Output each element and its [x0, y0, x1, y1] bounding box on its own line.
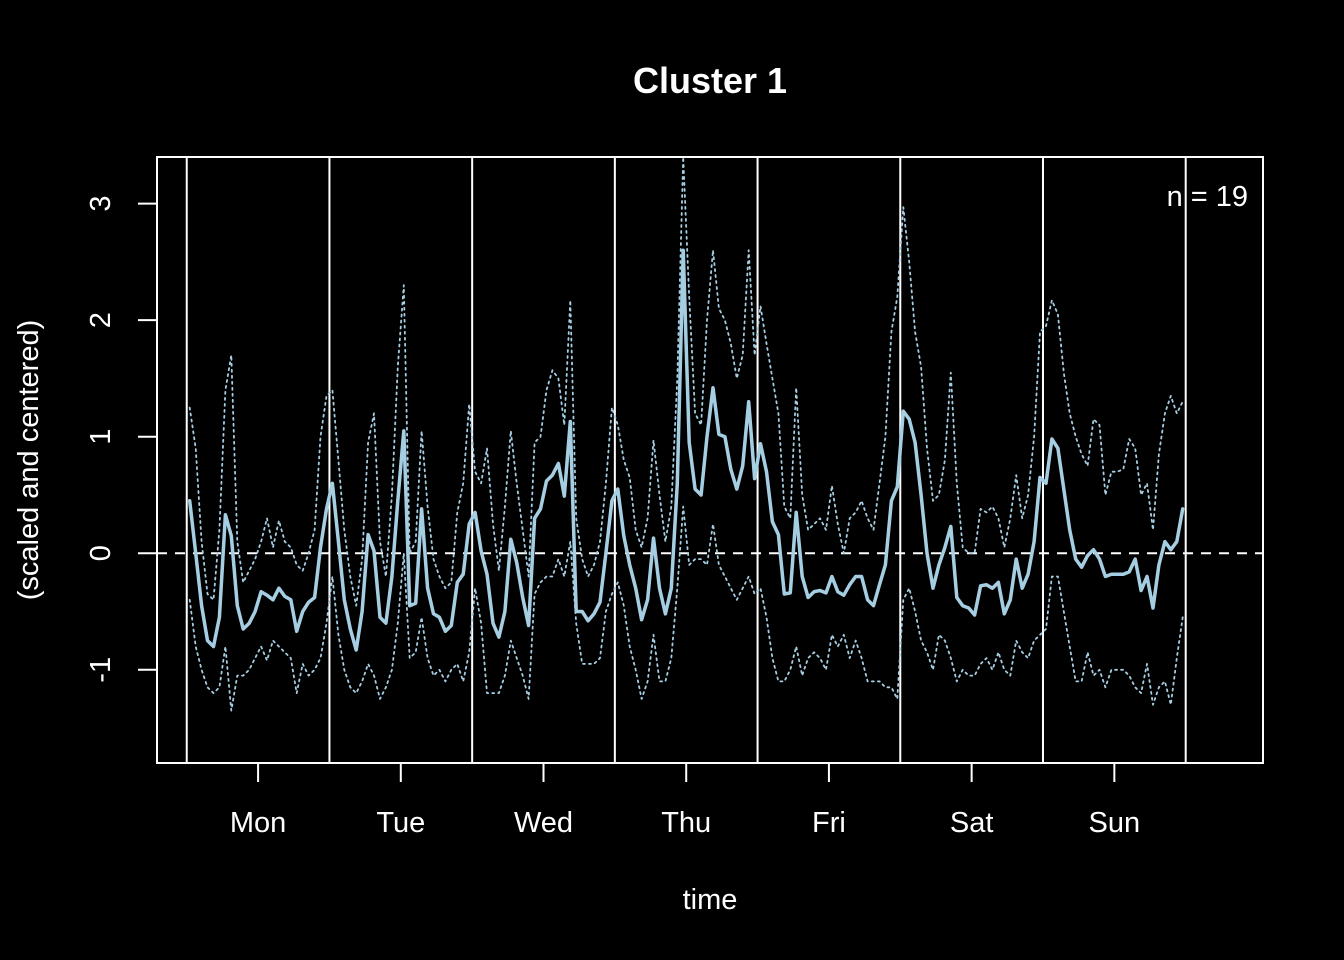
x-tick-label: Sat [950, 807, 994, 839]
y-tick-label: 3 [85, 196, 117, 212]
x-axis-label: time [683, 884, 738, 916]
y-tick-label: 1 [85, 429, 117, 445]
y-tick-label: 0 [85, 545, 117, 561]
plot-frame [156, 156, 1264, 764]
y-tick-label: -1 [85, 657, 117, 683]
x-tick-label: Fri [812, 807, 846, 839]
x-tick-label: Thu [661, 807, 711, 839]
x-tick-label: Tue [376, 807, 425, 839]
series-line-upper [188, 156, 1184, 607]
x-tick-label: Sun [1089, 807, 1141, 839]
chart-title: Cluster 1 [633, 60, 787, 101]
y-tick-label: 2 [85, 312, 117, 328]
y-axis-label: (scaled and centered) [13, 320, 45, 601]
x-tick-label: Mon [230, 807, 286, 839]
series-line-mean [187, 248, 1185, 652]
series-line-lower [188, 505, 1184, 712]
x-tick-label: Wed [514, 807, 573, 839]
cluster-size-annotation: n = 19 [1167, 181, 1248, 213]
plot-area [157, 156, 1263, 763]
